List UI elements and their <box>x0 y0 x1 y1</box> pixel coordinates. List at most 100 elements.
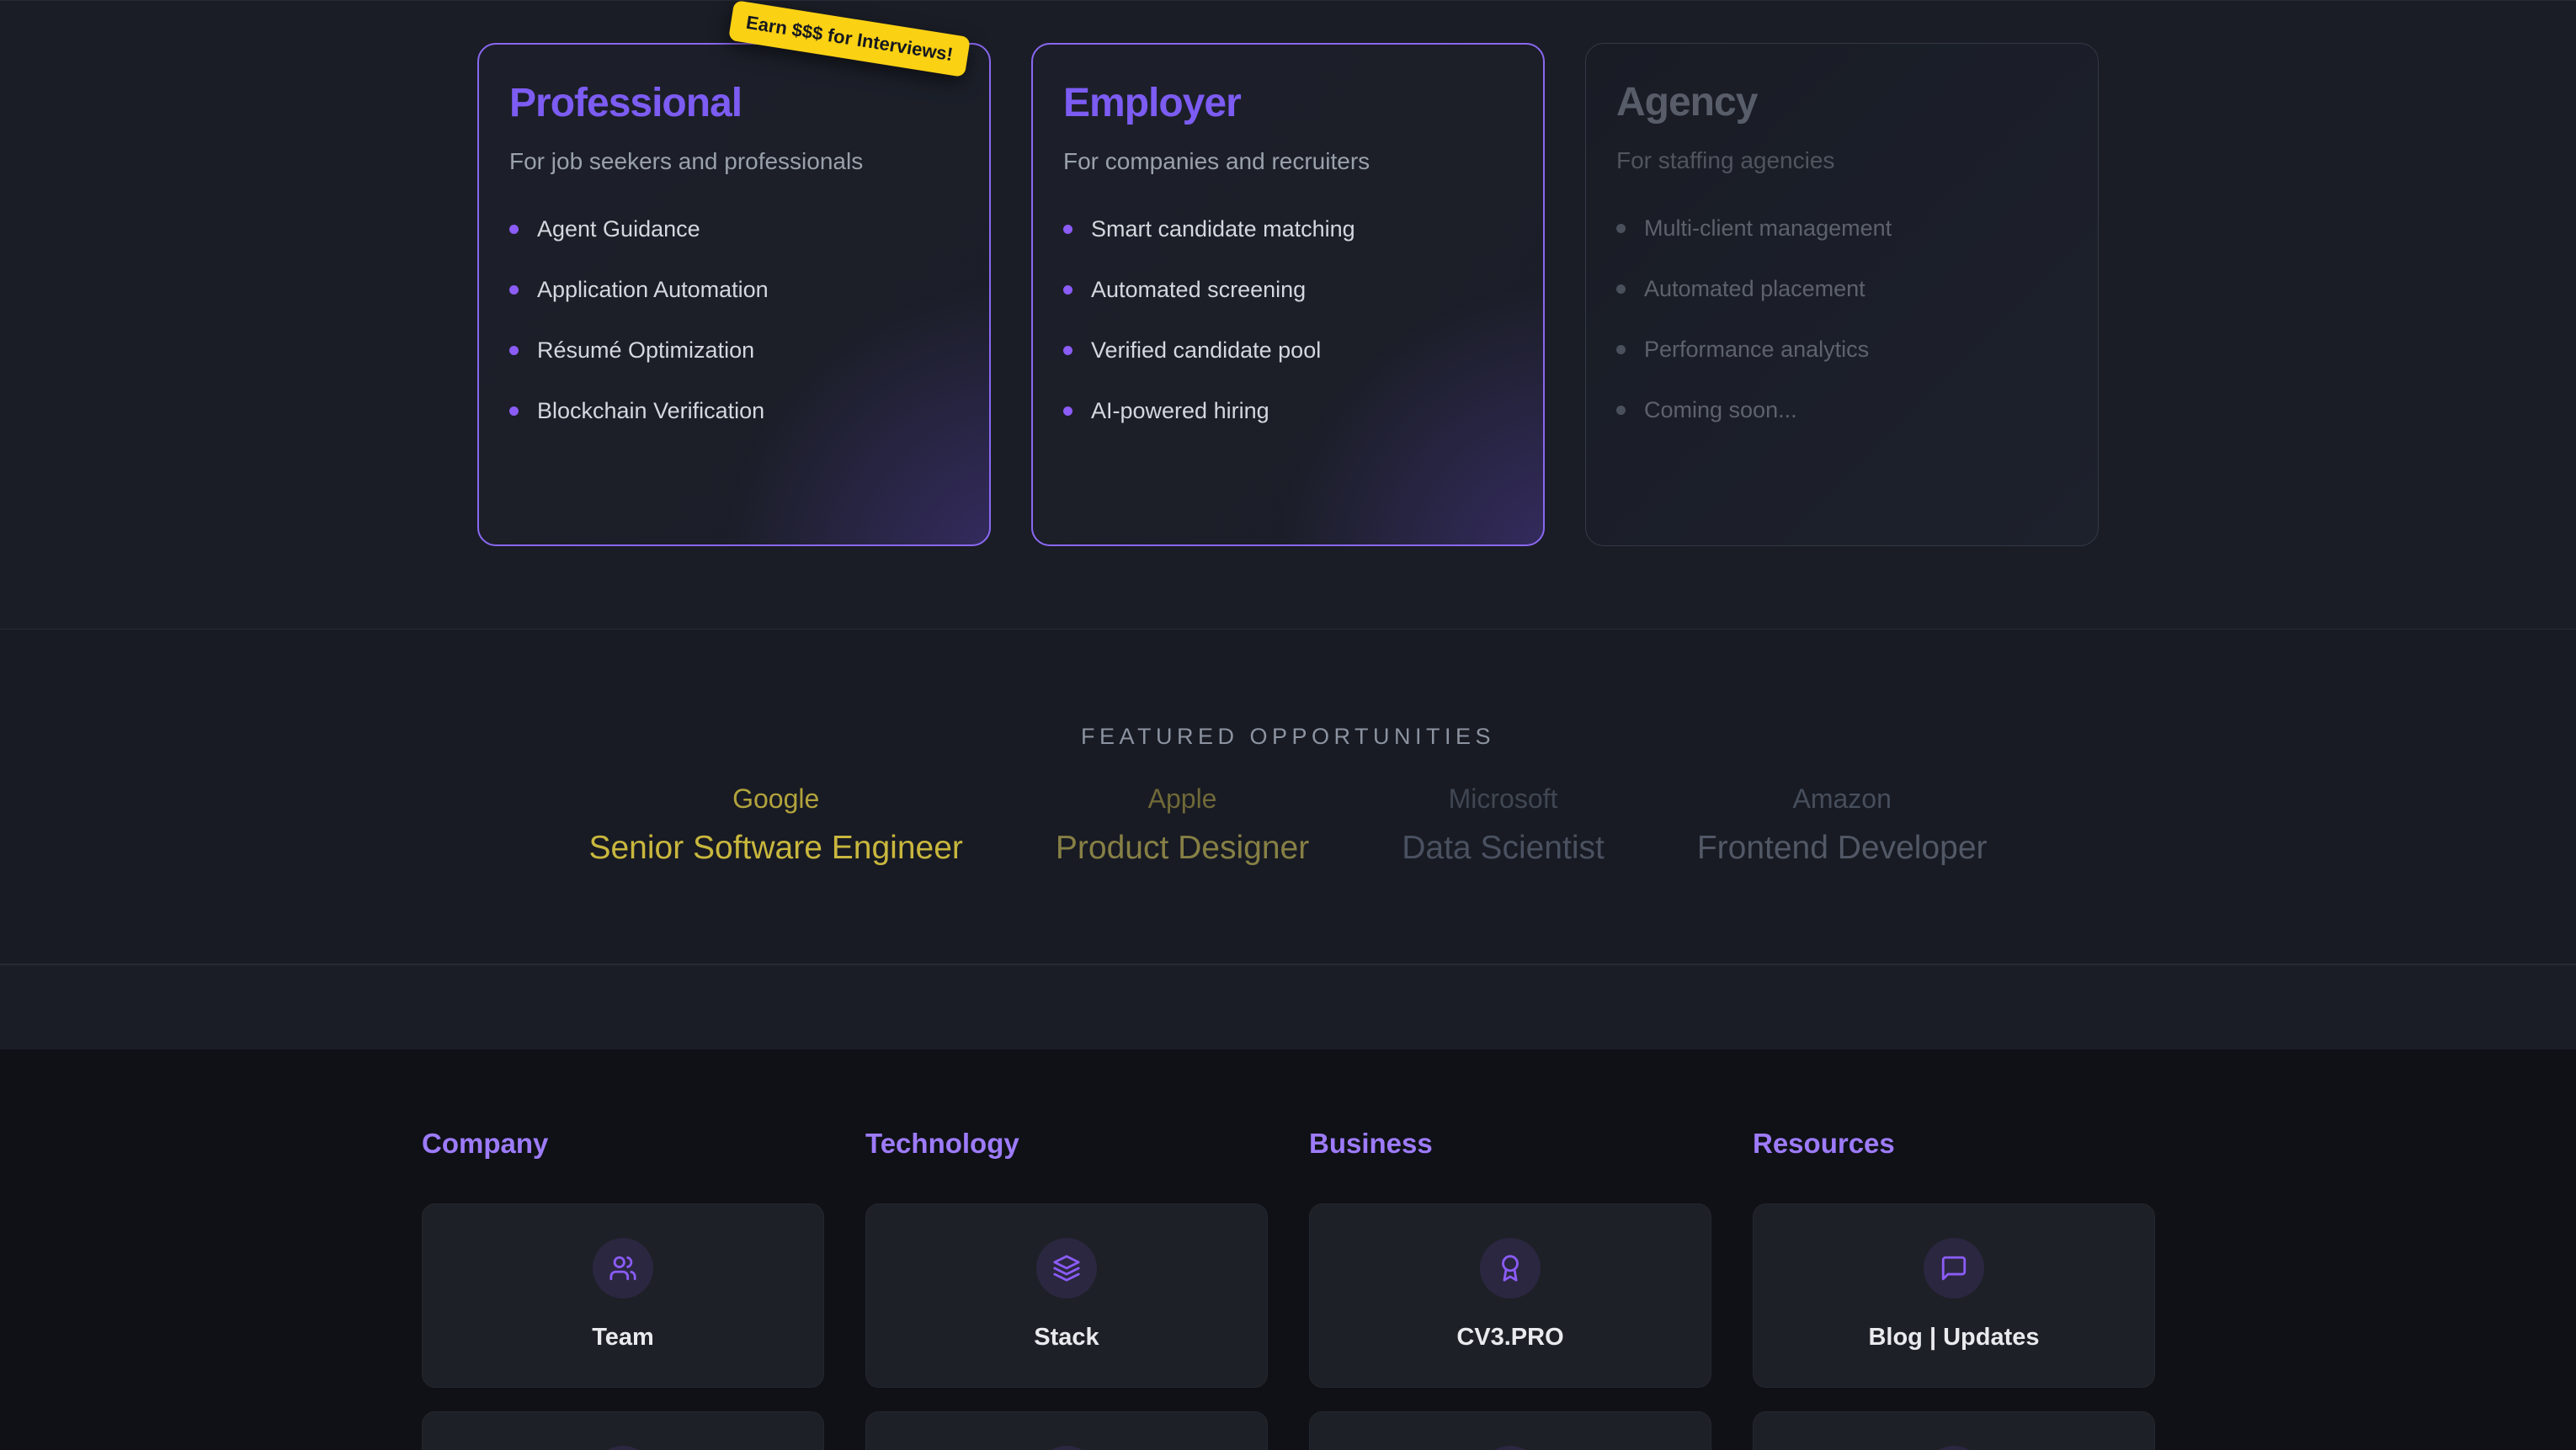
plan-title: Agency <box>1616 80 1758 125</box>
bullet-dot <box>1616 284 1626 294</box>
plan-subtitle: For job seekers and professionals <box>509 148 864 174</box>
earn-badge: Earn $$$ for Interviews! <box>727 0 971 77</box>
bullet-dot <box>509 345 519 355</box>
bullet-dot <box>509 284 519 295</box>
job-role: Data Scientist <box>1402 830 1605 866</box>
feature-label: Performance analytics <box>1644 336 1870 362</box>
footer-card-stack[interactable]: Stack <box>865 1203 1268 1388</box>
plan-subtitle: For staffing agencies <box>1616 147 1835 173</box>
bullet-dot <box>1063 284 1072 295</box>
feature-item: Résumé Optimization <box>509 337 959 363</box>
feature-item: Blockchain Verification <box>509 398 959 423</box>
bullet-dot <box>1616 223 1626 233</box>
footer-heading: Resources <box>1753 1128 1895 1159</box>
footer-card-partial[interactable] <box>1753 1411 2155 1450</box>
feature-label: Agent Guidance <box>537 215 700 242</box>
footer-card-partial[interactable] <box>865 1411 1268 1450</box>
plan-title: Professional <box>509 81 742 125</box>
award-icon <box>1502 1255 1519 1282</box>
feature-label: Multi-client management <box>1644 215 1892 241</box>
footer-grid: Company Team Technology <box>422 1127 2155 1450</box>
plan-card-professional[interactable]: Earn $$$ for Interviews! Professional Fo… <box>477 0 991 546</box>
feature-label: Résumé Optimization <box>537 337 755 363</box>
users-icon <box>609 1256 636 1281</box>
footer: Company Team Technology <box>0 1049 2576 1450</box>
footer-column-company: Company Team <box>422 1127 824 1450</box>
bullet-dot <box>1063 345 1072 355</box>
job-role: Frontend Developer <box>1696 830 1988 866</box>
feature-label: Application Automation <box>537 276 769 302</box>
bullet-dot <box>1063 224 1072 234</box>
plan-card-agency: Agency For staffing agencies Multi-clien… <box>1585 43 2099 546</box>
icon-circle <box>1924 1238 1984 1299</box>
plan-card-content: Agency For staffing agencies Multi-clien… <box>1616 79 2068 422</box>
pricing-section: Earn $$$ for Interviews! Professional Fo… <box>0 0 2576 629</box>
feature-item: Agent Guidance <box>509 216 959 242</box>
feature-list: Agent Guidance Application Automation Ré… <box>509 216 959 423</box>
footer-card-cv3pro[interactable]: CV3.PRO <box>1309 1203 1711 1388</box>
plan-card-employer[interactable]: Employer For companies and recruiters Sm… <box>1031 43 1545 546</box>
feature-label: Blockchain Verification <box>537 397 765 423</box>
feature-item: Smart candidate matching <box>1063 216 1513 242</box>
icon-circle <box>593 1238 653 1299</box>
icon-circle <box>1036 1446 1097 1450</box>
feature-label: Automated screening <box>1091 276 1307 302</box>
footer-card-team[interactable]: Team <box>422 1203 824 1388</box>
feature-label: Coming soon... <box>1644 396 1797 422</box>
featured-heading: FEATURED OPPORTUNITIES <box>1080 724 1496 749</box>
feature-item: Performance analytics <box>1616 337 2068 362</box>
footer-heading: Business <box>1309 1128 1433 1159</box>
job-company: Amazon <box>1792 783 1892 814</box>
plan-title: Employer <box>1063 81 1242 125</box>
footer-column-technology: Technology Stack <box>865 1127 1268 1450</box>
job-company: Apple <box>1147 783 1217 814</box>
footer-card-label: Blog | Updates <box>1868 1324 2040 1351</box>
footer-column-resources: Resources Blog | Updates <box>1753 1127 2155 1450</box>
job-item-amazon[interactable]: Amazon Frontend Developer <box>1697 783 1988 868</box>
footer-heading: Technology <box>865 1128 1019 1159</box>
icon-circle <box>1480 1238 1541 1299</box>
icon-circle <box>1924 1446 1984 1450</box>
job-role: Product Designer <box>1055 830 1310 866</box>
feature-item: Coming soon... <box>1616 397 2068 422</box>
icon-circle <box>593 1446 653 1450</box>
feature-item: AI-powered hiring <box>1063 398 1513 423</box>
footer-card-blog[interactable]: Blog | Updates <box>1753 1203 2155 1388</box>
bullet-dot <box>509 224 519 234</box>
job-item-microsoft[interactable]: Microsoft Data Scientist <box>1402 783 1605 868</box>
footer-column-business: Business CV3.PRO <box>1309 1127 1711 1450</box>
feature-item: Automated placement <box>1616 276 2068 301</box>
feature-item: Multi-client management <box>1616 215 2068 241</box>
job-item-apple[interactable]: Apple Product Designer <box>1056 783 1309 868</box>
job-role: Senior Software Engineer <box>588 830 963 866</box>
bullet-dot <box>509 406 519 416</box>
layers-icon <box>1053 1255 1080 1282</box>
bullet-dot <box>1063 406 1072 416</box>
feature-label: Verified candidate pool <box>1091 337 1322 363</box>
job-item-google[interactable]: Google Senior Software Engineer <box>588 783 962 868</box>
message-icon <box>1941 1256 1967 1281</box>
section-separator <box>0 964 2576 1049</box>
footer-card-label: CV3.PRO <box>1456 1324 1564 1351</box>
feature-item: Verified candidate pool <box>1063 337 1513 363</box>
job-company: Microsoft <box>1448 783 1558 814</box>
feature-label: Automated placement <box>1644 275 1865 301</box>
feature-item: Automated screening <box>1063 277 1513 302</box>
icon-circle <box>1480 1446 1541 1450</box>
feature-list: Smart candidate matching Automated scree… <box>1063 216 1513 423</box>
plan-cards-row: Earn $$$ for Interviews! Professional Fo… <box>0 0 2576 546</box>
plan-card-content: Professional For job seekers and profess… <box>509 80 959 423</box>
footer-card-partial[interactable] <box>422 1411 824 1450</box>
job-company: Google <box>732 783 820 814</box>
feature-item: Application Automation <box>509 277 959 302</box>
footer-heading: Company <box>422 1128 549 1159</box>
footer-card-partial[interactable] <box>1309 1411 1711 1450</box>
footer-card-label: Stack <box>1034 1324 1099 1351</box>
icon-circle <box>1036 1238 1097 1299</box>
footer-card-label: Team <box>592 1324 654 1351</box>
feature-label: Smart candidate matching <box>1091 215 1355 242</box>
bullet-dot <box>1616 344 1626 354</box>
feature-label: AI-powered hiring <box>1091 397 1269 423</box>
plan-card-content: Employer For companies and recruiters Sm… <box>1063 80 1513 423</box>
